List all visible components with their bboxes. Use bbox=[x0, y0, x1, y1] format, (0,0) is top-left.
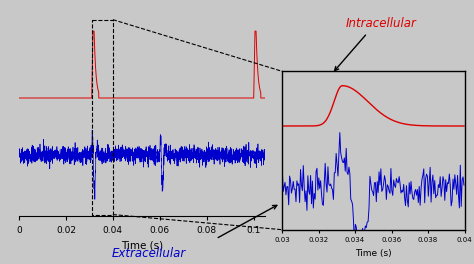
Text: Intracellular: Intracellular bbox=[346, 17, 417, 30]
X-axis label: Time (s): Time (s) bbox=[121, 240, 163, 250]
X-axis label: Time (s): Time (s) bbox=[355, 249, 392, 258]
Text: Extracellular: Extracellular bbox=[112, 247, 186, 260]
